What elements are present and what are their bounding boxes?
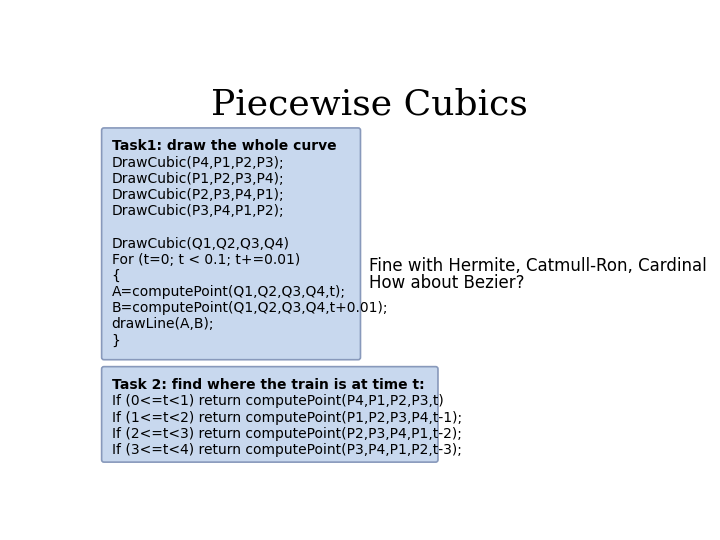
Text: DrawCubic(Q1,Q2,Q3,Q4): DrawCubic(Q1,Q2,Q3,Q4) (112, 237, 289, 251)
Text: If (2<=t<3) return computePoint(P2,P3,P4,P1,t-2);: If (2<=t<3) return computePoint(P2,P3,P4… (112, 427, 462, 441)
Text: DrawCubic(P4,P1,P2,P3);: DrawCubic(P4,P1,P2,P3); (112, 156, 284, 170)
Text: {: { (112, 269, 120, 283)
Text: How about Bezier?: How about Bezier? (369, 274, 524, 292)
Text: Fine with Hermite, Catmull-Ron, Cardinal: Fine with Hermite, Catmull-Ron, Cardinal (369, 257, 707, 275)
Text: DrawCubic(P2,P3,P4,P1);: DrawCubic(P2,P3,P4,P1); (112, 188, 284, 202)
Text: For (t=0; t < 0.1; t+=0.01): For (t=0; t < 0.1; t+=0.01) (112, 253, 300, 267)
Text: DrawCubic(P3,P4,P1,P2);: DrawCubic(P3,P4,P1,P2); (112, 204, 284, 218)
Text: Task1: draw the whole curve: Task1: draw the whole curve (112, 139, 336, 153)
Text: Piecewise Cubics: Piecewise Cubics (210, 88, 528, 122)
Text: If (3<=t<4) return computePoint(P3,P4,P1,P2,t-3);: If (3<=t<4) return computePoint(P3,P4,P1… (112, 443, 462, 457)
Text: If (0<=t<1) return computePoint(P4,P1,P2,P3,t): If (0<=t<1) return computePoint(P4,P1,P2… (112, 394, 444, 408)
FancyBboxPatch shape (102, 367, 438, 462)
Text: drawLine(A,B);: drawLine(A,B); (112, 318, 215, 332)
Text: A=computePoint(Q1,Q2,Q3,Q4,t);: A=computePoint(Q1,Q2,Q3,Q4,t); (112, 285, 346, 299)
Text: Task 2: find where the train is at time t:: Task 2: find where the train is at time … (112, 378, 424, 392)
FancyBboxPatch shape (102, 128, 361, 360)
Text: B=computePoint(Q1,Q2,Q3,Q4,t+0.01);: B=computePoint(Q1,Q2,Q3,Q4,t+0.01); (112, 301, 388, 315)
Text: DrawCubic(P1,P2,P3,P4);: DrawCubic(P1,P2,P3,P4); (112, 172, 284, 186)
Text: If (1<=t<2) return computePoint(P1,P2,P3,P4,t-1);: If (1<=t<2) return computePoint(P1,P2,P3… (112, 410, 462, 424)
Text: }: } (112, 334, 120, 348)
